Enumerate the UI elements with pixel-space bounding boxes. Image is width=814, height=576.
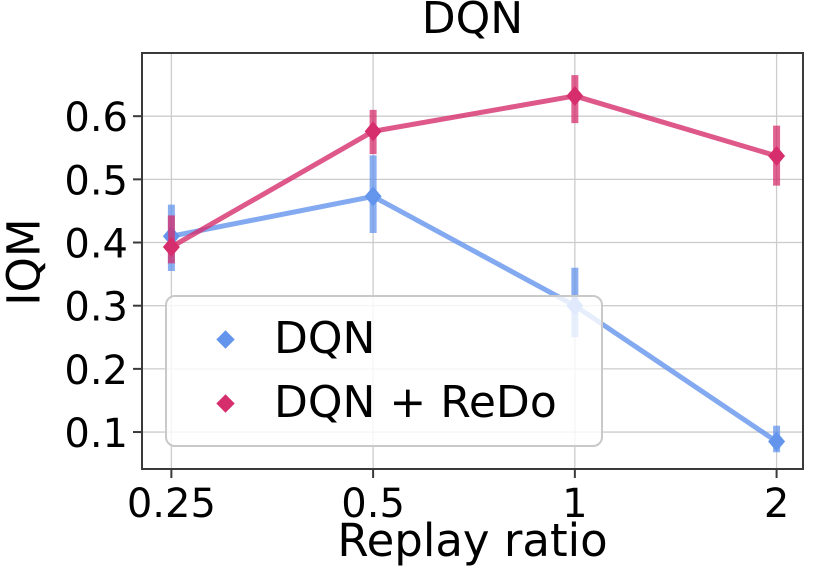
legend-item-dqn: DQN <box>167 307 601 371</box>
series-dqn-line <box>168 193 780 445</box>
series-dqn-redo-marker <box>162 236 180 257</box>
legend-label-dqn: DQN <box>274 313 376 364</box>
dqn-redo-diamond-marker-icon <box>216 393 235 413</box>
chart-title: DQN <box>421 0 524 44</box>
y-tick-label: 0.4 <box>64 222 128 268</box>
y-tick-label: 0.3 <box>64 285 128 331</box>
y-tick-label: 0.5 <box>64 158 128 204</box>
x-tick-label: 2 <box>764 481 789 527</box>
y-tick-label: 0.2 <box>64 348 128 394</box>
y-tick-label: 0.1 <box>64 411 128 457</box>
x-tick-label: 0.5 <box>341 481 405 527</box>
legend: DQN DQN + ReDo <box>165 295 603 447</box>
x-tick-label: 1 <box>562 481 587 527</box>
series-dqn-redo-marker <box>566 85 584 106</box>
series-dqn-redo-line <box>168 93 780 250</box>
series-dqn-marker <box>768 431 786 452</box>
series-dqn-redo-marker <box>768 145 786 166</box>
axes-spines <box>141 52 804 470</box>
x-tick-label: 0.25 <box>127 481 216 527</box>
y-axis-label: IQM <box>0 218 51 306</box>
legend-item-dqn-redo: DQN + ReDo <box>167 371 601 435</box>
legend-label-dqn-redo: DQN + ReDo <box>274 377 557 428</box>
y-tick-label: 0.6 <box>64 95 128 141</box>
x-axis-label: Replay ratio <box>337 514 608 567</box>
series-dqn-marker <box>364 186 382 207</box>
dqn-diamond-marker-icon <box>216 329 235 349</box>
series-dqn-redo-marker <box>364 121 382 142</box>
